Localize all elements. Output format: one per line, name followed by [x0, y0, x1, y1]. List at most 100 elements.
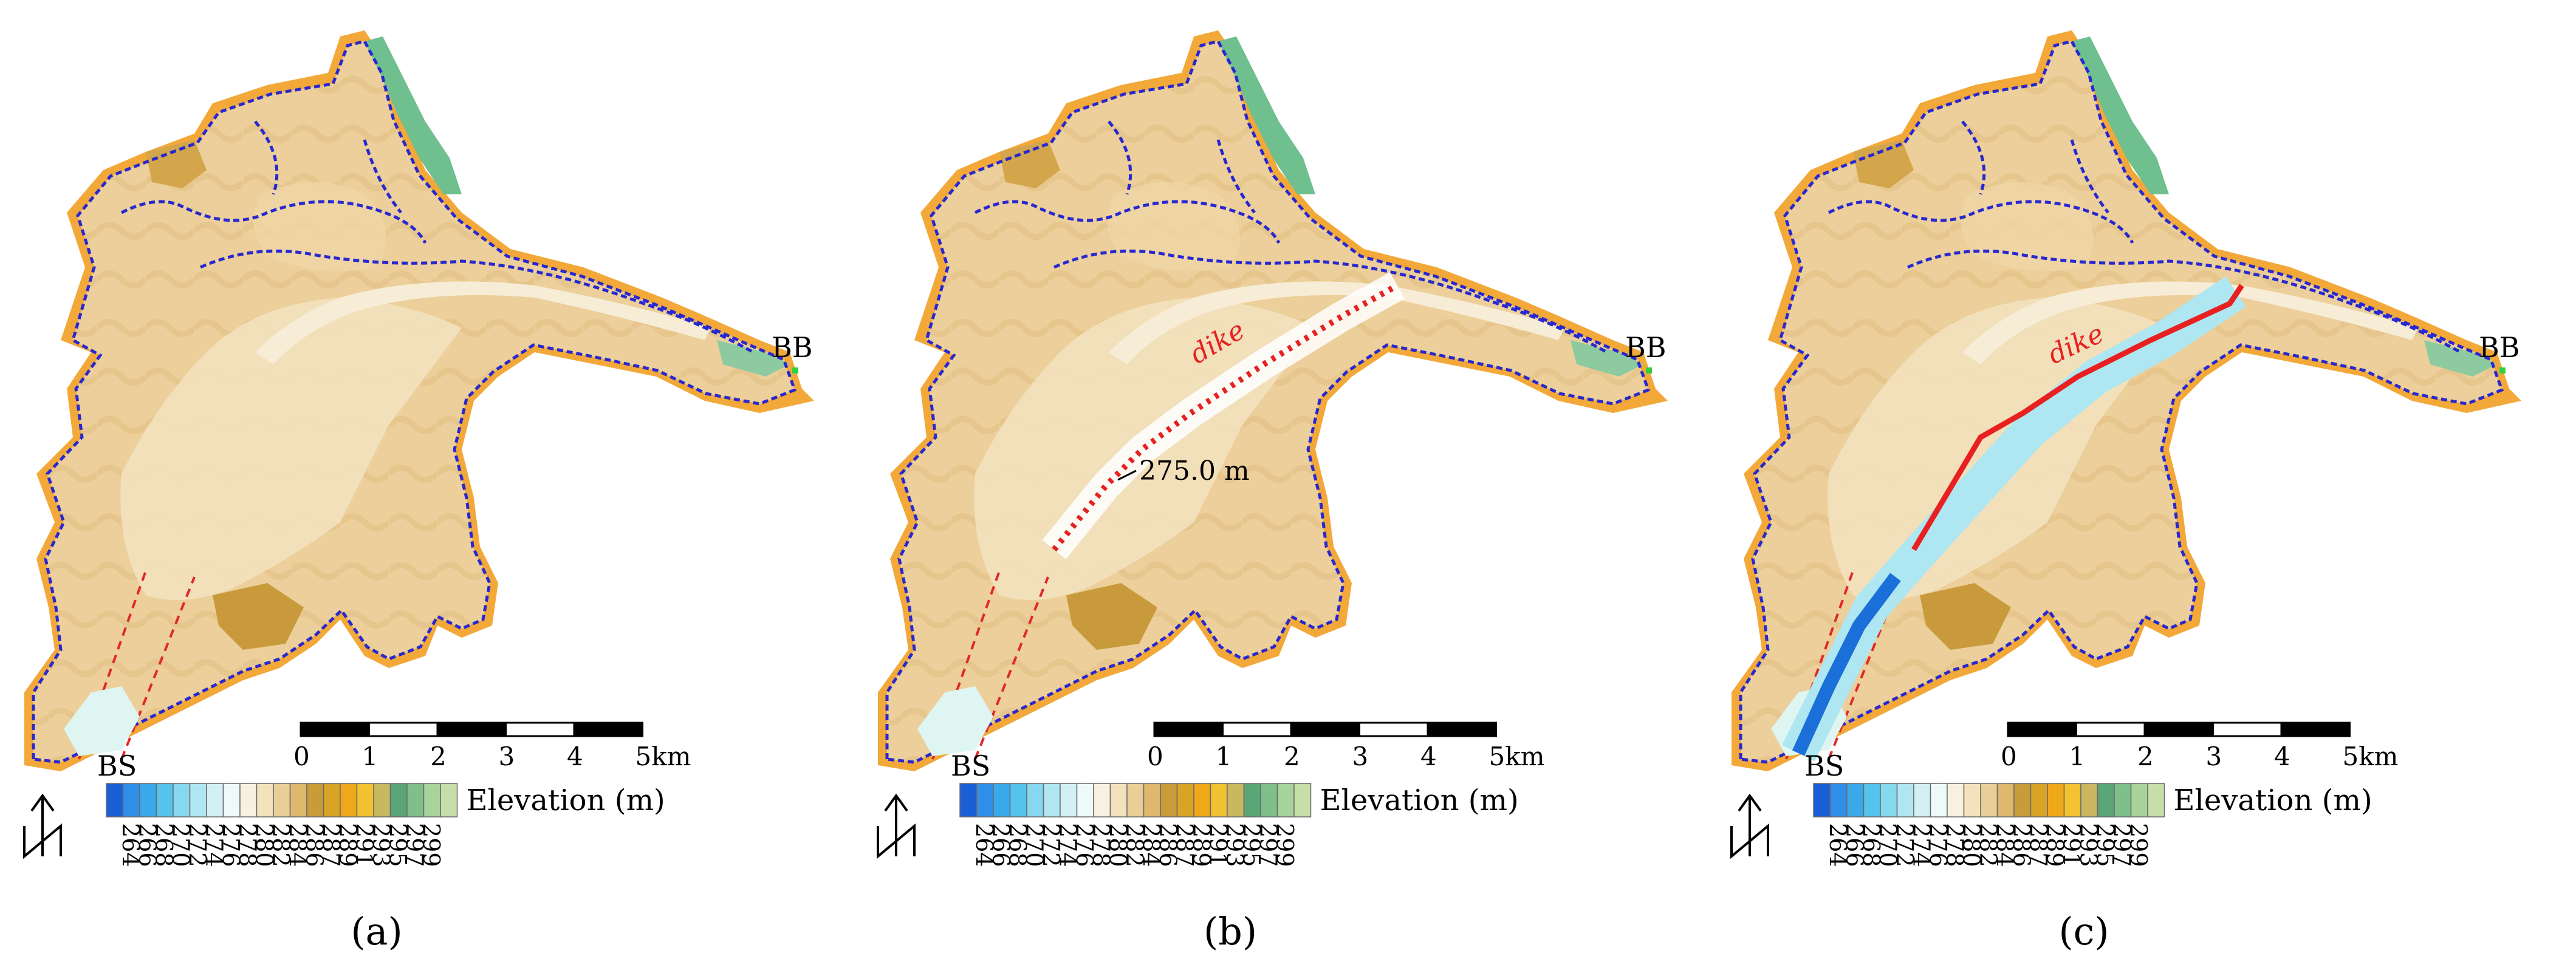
scale-bar-segment [1290, 722, 1360, 737]
legend-swatch [122, 783, 140, 817]
legend-swatch [1913, 783, 1931, 817]
legend-swatch [189, 783, 207, 817]
legend-tick-label: 268 [151, 823, 177, 867]
legend-swatch [1060, 783, 1078, 817]
legend-tick-label: 274 [1054, 823, 1081, 867]
legend-tick-label: 295 [1238, 823, 1265, 867]
legend-tick-label: 264 [117, 823, 144, 867]
scale-bar-segment [1427, 722, 1497, 737]
scale-bar-tick-label: 4 [2274, 742, 2290, 771]
legend-tick-label: 289 [334, 823, 361, 867]
legend-swatch [406, 783, 425, 817]
legend-tick-label: 297 [2108, 823, 2135, 867]
legend-swatch [1863, 783, 1881, 817]
legend-swatch [959, 783, 978, 817]
panel-label: (c) [2058, 909, 2109, 954]
scale-bar-segment [2212, 722, 2283, 737]
scale-bar-segment [368, 722, 439, 737]
legend-swatch [239, 783, 258, 817]
legend-tick-label: 274 [1908, 823, 1934, 867]
scale-bar-tick-label: 2 [1284, 742, 1300, 771]
legend-tick-label: 293 [368, 823, 394, 867]
site-label-bs: BS [97, 749, 137, 782]
site-label-bb: BB [772, 331, 813, 364]
panel-b: dike 275.0 m BB BS [878, 30, 1668, 782]
scale-bar-tick-label: 2 [2137, 742, 2154, 771]
site-label-bb: BB [1625, 331, 1667, 364]
north-arrow-icon [23, 793, 62, 859]
legend-swatch [306, 783, 324, 817]
legend-tick-label: 286 [2008, 823, 2035, 867]
legend-tick-label: 299 [418, 823, 445, 867]
scale-bar-tick-label: 0 [1147, 742, 1163, 771]
legend-tick-label: 291 [1205, 823, 1231, 867]
legend-swatch [993, 783, 1011, 817]
legend-swatch [1813, 783, 1831, 817]
scale-bar-segment [1358, 722, 1429, 737]
scale-bar-tick-label: 4 [567, 742, 583, 771]
legend-swatch [1009, 783, 1027, 817]
legend-tick-label: 280 [1958, 823, 1985, 867]
scale-bar-tick-label: 3 [1352, 742, 1369, 771]
legend-swatch [1963, 783, 1981, 817]
scale-bar-tick-label: 1 [1216, 742, 1232, 771]
legend-tick-label: 278 [234, 823, 261, 867]
scale-bar-segment [573, 722, 643, 737]
legend-tick-label: 295 [2092, 823, 2119, 867]
site-label-bs: BS [1804, 749, 1844, 782]
legend-swatch [356, 783, 374, 817]
elevation-legend: Elevation (m) 264266268270272274276278280… [106, 783, 665, 867]
legend-tick-label: 295 [385, 823, 411, 867]
scale-bar-segment [1153, 722, 1224, 737]
legend-tick-label: 282 [1121, 823, 1148, 867]
site-label-bs: BS [951, 749, 990, 782]
legend-tick-label: 287 [1171, 823, 1198, 867]
scale-bar-tick-label: 5km [635, 742, 691, 771]
legend-tick-label: 270 [1874, 823, 1901, 867]
north-arrow-icon [1730, 793, 1769, 859]
legend-tick-label: 280 [1105, 823, 1131, 867]
legend-tick-label: 266 [1841, 823, 1868, 867]
legend-swatch [1160, 783, 1178, 817]
legend-swatch [289, 783, 307, 817]
legend-swatch [256, 783, 274, 817]
legend-swatch [2063, 783, 2081, 817]
legend-title: Elevation (m) [2174, 783, 2372, 817]
legend-tick-label: 284 [1138, 823, 1165, 867]
legend-swatch [1243, 783, 1261, 817]
scale-bar-segment [2280, 722, 2351, 737]
legend-tick-label: 278 [1941, 823, 1968, 867]
legend-swatch [1210, 783, 1228, 817]
scale-bar: 0 1 2 3 4 5km [2001, 722, 2399, 771]
scale-bar-tick-label: 0 [2001, 742, 2017, 771]
legend-tick-label: 264 [971, 823, 998, 867]
legend-tick-label: 286 [301, 823, 327, 867]
scale-bar-tick-label: 3 [2206, 742, 2222, 771]
legend-swatch [1980, 783, 1998, 817]
legend-tick-label: 282 [1975, 823, 2001, 867]
elevation-legend: Elevation (m) 264266268270272274276278280… [1813, 783, 2372, 867]
legend-tick-label: 297 [401, 823, 428, 867]
legend-swatch [1829, 783, 1848, 817]
legend-swatch [1109, 783, 1128, 817]
legend-swatch [1176, 783, 1194, 817]
legend-swatch [2030, 783, 2048, 817]
legend-swatch [976, 783, 994, 817]
legend-title: Elevation (m) [467, 783, 665, 817]
scale-bar-segment [436, 722, 507, 737]
scale-bar-tick-label: 2 [430, 742, 447, 771]
legend-swatch [2147, 783, 2165, 817]
legend-tick-label: 276 [1071, 823, 1098, 867]
legend-tick-label: 264 [1824, 823, 1851, 867]
legend-tick-label: 297 [1255, 823, 1281, 867]
legend-tick-label: 289 [1188, 823, 1214, 867]
legend-tick-label: 268 [1004, 823, 1031, 867]
legend-swatch [1276, 783, 1295, 817]
legend-swatch [1093, 783, 1111, 817]
scale-bar-tick-label: 3 [499, 742, 515, 771]
legend-swatch [1996, 783, 2015, 817]
legend-swatch [323, 783, 341, 817]
